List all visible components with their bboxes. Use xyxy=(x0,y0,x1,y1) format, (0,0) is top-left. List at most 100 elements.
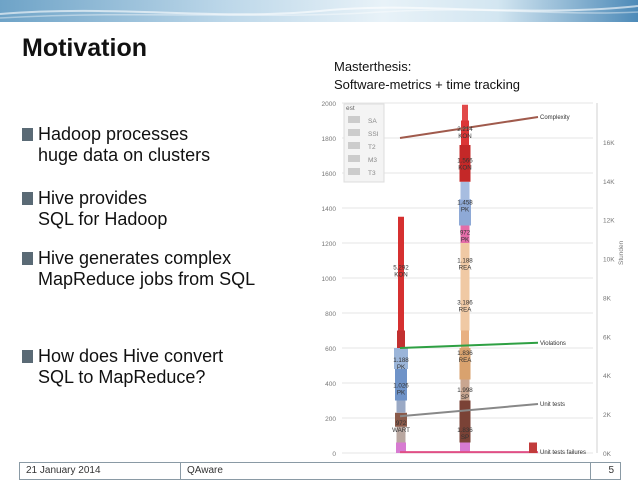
bar-segment xyxy=(529,442,537,453)
bar-value-label: 1.566 xyxy=(457,158,473,165)
legend-item-label: T2 xyxy=(368,144,376,151)
metrics-chart: 0 200 400 600 800 1000 1200 1400 1600 1800 2000 0K 2… xyxy=(322,101,625,458)
bar-segment xyxy=(395,369,407,401)
footer-page-number: 5 xyxy=(608,465,614,476)
bar-segment xyxy=(460,379,470,401)
bullet-square-icon xyxy=(22,350,33,363)
y2-tick-label: 10K xyxy=(603,257,615,264)
bar-category-label: PK xyxy=(461,207,470,214)
y-tick-label: 1800 xyxy=(322,136,337,143)
header-band xyxy=(0,0,638,22)
caption-line-1: Masterthesis: xyxy=(334,59,412,74)
y-tick-label: 1200 xyxy=(322,241,337,248)
bullet-line: SQL for Hadoop xyxy=(38,209,168,229)
bar-category-label: KON xyxy=(458,133,471,140)
bullet-line: Hive provides xyxy=(38,188,148,208)
footer-company: QAware xyxy=(181,463,591,479)
bar-value-label: 972 xyxy=(460,229,471,236)
bar-segment xyxy=(459,145,471,182)
legend-item-label: SSI xyxy=(368,131,379,138)
y-tick-label: 1600 xyxy=(322,171,337,178)
y-tick-label: 1000 xyxy=(322,276,337,283)
bullet-line: huge data on clusters xyxy=(38,145,211,165)
y2-tick-label: 6K xyxy=(603,334,612,341)
bar-segment xyxy=(394,348,408,369)
bar-value-label: 1.458 xyxy=(457,200,473,207)
y-tick-label: 2000 xyxy=(322,101,337,108)
y2-axis-label: Stunden xyxy=(618,240,625,265)
bullet-square-icon xyxy=(22,128,33,141)
series-label: Unit tests xyxy=(540,402,565,408)
bar-category-label: REA xyxy=(459,357,473,364)
legend-item-label: T3 xyxy=(368,170,376,177)
legend-item-label: SA xyxy=(368,118,377,125)
bar-segment xyxy=(460,181,470,200)
y-tick-label: 600 xyxy=(325,346,336,353)
y2-tick-label: 2K xyxy=(603,412,612,419)
bar-category-label: PK xyxy=(461,236,470,243)
y2-tick-label: 4K xyxy=(603,373,612,380)
series-line xyxy=(399,403,539,418)
bar-segment xyxy=(396,442,406,453)
y2-tick-label: 0K xyxy=(603,451,612,458)
y-tick-label: 200 xyxy=(325,416,336,423)
bullet-line: How does Hive convert xyxy=(38,346,224,366)
bullet-line: MapReduce jobs from SQL xyxy=(38,269,256,289)
bar-category-label: REA xyxy=(459,264,473,271)
y-tick-label: 800 xyxy=(325,311,336,318)
legend-swatch xyxy=(348,142,360,149)
bar-segment xyxy=(459,199,471,226)
bar-segment xyxy=(396,400,406,413)
y2-tick-label: 12K xyxy=(603,218,615,225)
bar-category-label: KON xyxy=(394,271,407,278)
series-line xyxy=(399,341,539,349)
caption-line-2: Software-metrics + time tracking xyxy=(334,77,521,92)
bullet-square-icon xyxy=(22,192,33,205)
legend-swatch xyxy=(348,168,360,175)
bar-value-label: 1.998 xyxy=(457,387,473,394)
bar-category-label: PK xyxy=(397,389,406,396)
bar-category-label: KON xyxy=(458,165,471,172)
bullet-item: Hive generates complex MapReduce jobs fr… xyxy=(22,248,332,290)
bullet-line: Hive generates complex xyxy=(38,248,232,268)
bar-segment xyxy=(398,216,404,331)
legend-swatch xyxy=(348,116,360,123)
bar-value-label: 2.214 xyxy=(457,126,473,133)
bar-segment xyxy=(460,225,470,243)
y-tick-label: 0 xyxy=(332,451,336,458)
slide-title: Motivation xyxy=(22,34,147,62)
series-label: Complexity xyxy=(540,115,570,121)
bullet-square-icon xyxy=(22,252,33,265)
bullet-line: Hadoop processes xyxy=(38,124,189,144)
footer-date: 21 January 2014 xyxy=(20,463,181,479)
bar-category-label: WART xyxy=(392,427,410,434)
y2-tick-label: 8K xyxy=(603,295,612,302)
legend-swatch xyxy=(348,129,360,136)
bar-value-label: 1.188 xyxy=(457,257,473,264)
series-line xyxy=(399,116,539,139)
legend-item-label: M3 xyxy=(368,157,377,164)
y-tick-label: 1400 xyxy=(322,206,337,213)
bullet-item: How does Hive convert SQL to MapReduce? xyxy=(22,346,332,388)
y-tick-label: 400 xyxy=(325,381,336,388)
bar-segment xyxy=(461,330,469,348)
bar-value-label: 3.186 xyxy=(457,299,473,306)
bullet-item: Hive provides SQL for Hadoop xyxy=(22,188,332,230)
series-label: Unit tests failures xyxy=(540,450,586,456)
bar-category-label: SP xyxy=(461,394,469,401)
bar-value-label: 1.026 xyxy=(393,382,409,389)
bar-category-label: PK xyxy=(397,364,406,371)
bar-segment xyxy=(460,243,470,331)
bar-value-label: 1.188 xyxy=(393,357,409,364)
bar-segment xyxy=(460,442,470,453)
legend-header: est xyxy=(346,105,355,112)
bar-segment xyxy=(459,348,471,380)
bar-category-label: REA xyxy=(459,306,473,313)
bar-value-label: 1.836 xyxy=(457,427,473,434)
header-wave-graphic xyxy=(0,5,638,19)
bar-segment xyxy=(461,120,469,145)
bar-segment xyxy=(459,400,471,443)
bar-value-label: 5.292 xyxy=(393,264,409,271)
chart-caption: Masterthesis: Software-metrics + time tr… xyxy=(334,58,520,94)
bar-segment xyxy=(397,330,405,348)
